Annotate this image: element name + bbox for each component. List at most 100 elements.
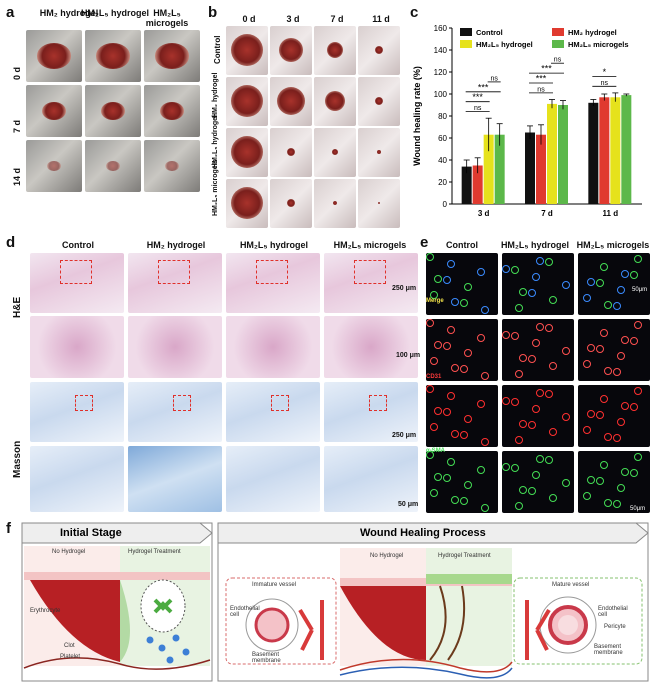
e-signal bbox=[511, 398, 519, 406]
f-title-right: Wound Healing Process bbox=[360, 527, 486, 539]
f-endo-left: Endothelial cell bbox=[230, 606, 260, 618]
b-wound bbox=[374, 45, 384, 55]
e-signal bbox=[460, 431, 468, 439]
e-signal bbox=[617, 418, 625, 426]
e-signal bbox=[447, 392, 455, 400]
e-signal bbox=[502, 463, 510, 471]
d-he-zoom bbox=[226, 316, 320, 378]
a-col-2: HM₂L₅ hydrogel bbox=[80, 8, 150, 18]
e-signal bbox=[587, 278, 595, 286]
d-col-3: HM₂L₅ hydrogel bbox=[239, 240, 309, 250]
e-signal bbox=[562, 281, 570, 289]
e-signal bbox=[426, 253, 434, 261]
e-image bbox=[426, 319, 498, 381]
b-photo bbox=[314, 26, 356, 75]
bar bbox=[483, 134, 494, 204]
e-signal bbox=[604, 433, 612, 441]
f-hydrogel-right: Hydrogel Treatment bbox=[438, 553, 491, 559]
b-wound bbox=[231, 187, 263, 219]
e-signal bbox=[549, 296, 557, 304]
e-signal bbox=[515, 304, 523, 312]
b-wound bbox=[332, 200, 338, 206]
a-photo bbox=[85, 85, 141, 137]
e-signal bbox=[464, 349, 472, 357]
legend-swatch bbox=[460, 28, 472, 36]
d-col-1: Control bbox=[62, 240, 94, 250]
d-zoom-box bbox=[369, 395, 387, 411]
f-basement-right: Basement membrane bbox=[594, 644, 623, 656]
e-signal bbox=[613, 368, 621, 376]
e-signal bbox=[634, 387, 642, 395]
b-col-4: 11 d bbox=[372, 14, 390, 24]
a-photo bbox=[144, 140, 200, 192]
e-signal bbox=[477, 334, 485, 342]
e-signal bbox=[596, 411, 604, 419]
d-scale-4: 50 μm bbox=[398, 501, 419, 508]
significance-label: *** bbox=[478, 82, 489, 92]
b-col-3: 7 d bbox=[330, 14, 344, 24]
bar bbox=[461, 166, 472, 204]
bar bbox=[547, 103, 557, 204]
e-signal bbox=[545, 258, 553, 266]
e-signal bbox=[596, 345, 604, 353]
e-signal bbox=[634, 321, 642, 329]
b-wound bbox=[277, 87, 305, 115]
e-signal bbox=[451, 364, 459, 372]
a-photo bbox=[85, 30, 141, 82]
b-photo bbox=[226, 26, 268, 75]
e-signal bbox=[502, 397, 510, 405]
e-signal bbox=[447, 326, 455, 334]
e-signal bbox=[502, 265, 510, 273]
e-signal bbox=[515, 436, 523, 444]
e-signal bbox=[583, 426, 591, 434]
b-photo bbox=[314, 128, 356, 177]
f-title-left: Initial Stage bbox=[60, 527, 122, 539]
e-signal bbox=[587, 410, 595, 418]
e-col-3: HM₂L₅ microgels bbox=[576, 240, 650, 250]
e-signal bbox=[519, 420, 527, 428]
e-signal bbox=[519, 354, 527, 362]
e-signal bbox=[613, 302, 621, 310]
a-wound bbox=[155, 43, 189, 69]
e-signal bbox=[536, 257, 544, 265]
legend-label: HM₂L₅ microgels bbox=[568, 40, 629, 49]
d-masson-overview bbox=[324, 382, 418, 442]
e-signal bbox=[617, 352, 625, 360]
significance-label: ns bbox=[474, 105, 482, 112]
e-signal bbox=[443, 342, 451, 350]
e-signal bbox=[443, 408, 451, 416]
e-signal bbox=[604, 367, 612, 375]
b-wound bbox=[278, 37, 304, 63]
bar bbox=[621, 95, 632, 204]
e-signal bbox=[621, 270, 629, 278]
e-signal bbox=[447, 260, 455, 268]
b-wound bbox=[325, 91, 345, 111]
e-signal bbox=[549, 362, 557, 370]
e-signal bbox=[583, 492, 591, 500]
d-scale-3: 250 μm bbox=[392, 432, 417, 439]
e-signal bbox=[481, 306, 489, 314]
b-photo bbox=[270, 128, 312, 177]
d-masson-zoom bbox=[324, 446, 418, 512]
panel-a-label: a bbox=[6, 4, 15, 21]
e-signal bbox=[532, 273, 540, 281]
e-signal bbox=[545, 456, 553, 464]
e-image bbox=[426, 253, 498, 315]
a-photo bbox=[85, 140, 141, 192]
d-he-zoom bbox=[30, 316, 124, 378]
b-col-2: 3 d bbox=[286, 14, 300, 24]
d-scale-2: 100 μm bbox=[396, 352, 421, 359]
e-signal bbox=[630, 403, 638, 411]
a-photo bbox=[26, 85, 82, 137]
bar bbox=[588, 102, 599, 204]
d-col-4: HM₂L₅ microgels bbox=[333, 240, 407, 250]
e-row-merge: Merge bbox=[426, 298, 444, 304]
a-col-3: HM₂L₅ microgels bbox=[145, 8, 189, 28]
e-signal bbox=[528, 355, 536, 363]
e-signal bbox=[617, 484, 625, 492]
e-signal bbox=[600, 329, 608, 337]
significance-label: *** bbox=[472, 92, 483, 102]
b-col-1: 0 d bbox=[242, 14, 256, 24]
bar bbox=[472, 165, 483, 204]
